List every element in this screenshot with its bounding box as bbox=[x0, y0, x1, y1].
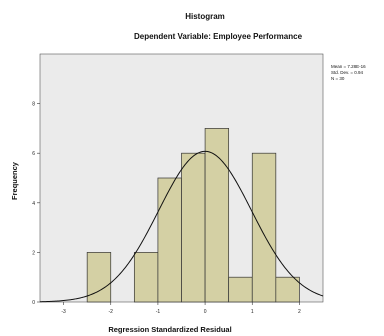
stat-mean: Mean = 7.28E-16 bbox=[331, 64, 366, 69]
y-axis-title: Frequency bbox=[10, 161, 19, 200]
x-axis-ticks: -3 -2 -1 0 1 2 bbox=[61, 302, 301, 315]
x-tick-label: -2 bbox=[109, 309, 114, 315]
histogram-bar bbox=[275, 276, 300, 303]
histogram-bar bbox=[86, 252, 112, 303]
histogram-bar bbox=[204, 128, 230, 303]
histogram-bar bbox=[181, 152, 206, 303]
normal-curve bbox=[39, 150, 324, 303]
y-tick-label: 4 bbox=[32, 201, 35, 207]
x-tick-label: -3 bbox=[61, 309, 66, 315]
y-axis-ticks: 0 2 4 6 8 bbox=[32, 102, 40, 306]
x-tick-label: 0 bbox=[204, 309, 207, 315]
y-tick-label: 6 bbox=[32, 151, 35, 157]
stat-n: N = 30 bbox=[331, 76, 345, 81]
x-tick-label: -1 bbox=[156, 309, 161, 315]
y-tick-label: 8 bbox=[32, 102, 35, 108]
histogram-bar bbox=[251, 152, 277, 303]
stat-std-dev: Std. Dev. = 0.94 bbox=[331, 70, 364, 75]
y-tick-label: 2 bbox=[32, 250, 35, 256]
chart-subtitle: Dependent Variable: Employee Performance bbox=[134, 32, 303, 41]
histogram-bar bbox=[157, 177, 182, 303]
x-axis-title: Regression Standardized Residual bbox=[108, 325, 231, 334]
bars-group bbox=[86, 128, 300, 303]
x-tick-label: 2 bbox=[298, 309, 301, 315]
y-tick-label: 0 bbox=[32, 300, 35, 306]
x-tick-label: 1 bbox=[251, 309, 254, 315]
histogram-bar bbox=[133, 252, 159, 303]
histogram-bar bbox=[228, 276, 253, 303]
chart-title: Histogram bbox=[185, 12, 225, 21]
stats-box: Mean = 7.28E-16 Std. Dev. = 0.94 N = 30 bbox=[331, 64, 366, 81]
